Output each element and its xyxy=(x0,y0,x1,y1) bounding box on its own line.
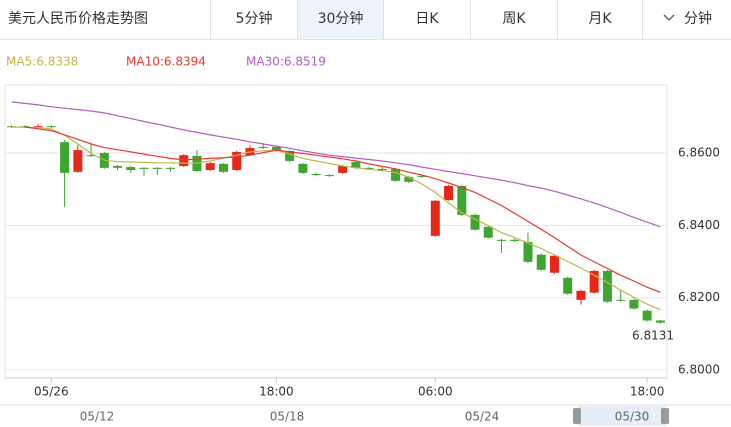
candle-body xyxy=(285,150,295,161)
candle-body xyxy=(258,146,268,148)
candle-body xyxy=(218,163,228,172)
y-tick-label: 6.8200 xyxy=(678,290,720,304)
ma-line xyxy=(11,101,661,228)
tab-label: 30分钟 xyxy=(317,11,364,27)
candle-body xyxy=(576,290,586,300)
candle-body xyxy=(523,241,533,262)
candle-body xyxy=(139,167,149,169)
tab-label: 周K xyxy=(502,11,526,27)
candle-body xyxy=(563,277,573,294)
x-tick-label: 18:00 xyxy=(259,385,294,399)
candle-body xyxy=(470,214,480,230)
y-tick-label: 6.8600 xyxy=(678,146,720,160)
candle-body xyxy=(324,175,334,177)
navigator-label: 05/30 xyxy=(615,410,650,424)
candle-body xyxy=(377,168,387,171)
candle-body xyxy=(655,320,665,323)
ma-line xyxy=(24,126,661,293)
chart-title: 美元人民币价格走势图 xyxy=(8,11,148,27)
last-price-label: 6.8131 xyxy=(632,329,674,343)
candle-body xyxy=(391,168,401,181)
candle-body xyxy=(298,163,308,173)
candle-body xyxy=(86,155,96,157)
tab[interactable]: 分钟 xyxy=(642,0,731,39)
candle-body xyxy=(166,167,175,169)
candle-body xyxy=(46,126,56,128)
candle-body xyxy=(60,142,70,173)
candle-body xyxy=(629,299,639,309)
candle-body xyxy=(589,270,599,293)
tab-label: 月K xyxy=(588,11,612,27)
tab-label: 分钟 xyxy=(684,11,712,27)
candle-body xyxy=(351,162,361,168)
candle-body xyxy=(642,310,652,321)
candle-body xyxy=(113,166,123,168)
tab-label: 日K xyxy=(415,11,439,27)
candle-body xyxy=(497,239,506,241)
legend-entry: MA5:6.8338 xyxy=(6,55,78,69)
ma-line xyxy=(11,126,661,311)
legend-entry: MA10:6.8394 xyxy=(126,55,206,69)
candle-body xyxy=(338,166,348,173)
candle-body xyxy=(179,155,189,167)
candle-body xyxy=(364,167,374,169)
tab[interactable]: 5分钟 xyxy=(210,0,297,39)
tab-bar: 美元人民币价格走势图 5分钟 30分钟 日K 周K 月K 分钟 xyxy=(0,0,731,40)
candle-body xyxy=(73,150,83,172)
candle-body xyxy=(602,270,612,302)
candle-body xyxy=(417,175,427,177)
candle-body xyxy=(483,226,493,238)
candle-body xyxy=(430,200,440,236)
candle-body xyxy=(404,176,414,182)
plot-frame xyxy=(4,84,668,379)
tab[interactable]: 周K xyxy=(470,0,557,39)
navigator-label: 05/12 xyxy=(80,410,115,424)
legend-entry: MA30:6.8519 xyxy=(246,55,326,69)
candle-body xyxy=(510,239,520,241)
x-tick-label: 06:00 xyxy=(418,385,453,399)
tab[interactable]: 30分钟 xyxy=(297,0,383,39)
candle-body xyxy=(152,167,162,169)
y-tick-label: 6.8000 xyxy=(678,363,720,377)
chevron-icon xyxy=(663,14,675,21)
tab-label: 5分钟 xyxy=(235,11,273,27)
candle-body xyxy=(616,299,626,301)
candle-body xyxy=(549,255,559,273)
x-tick-label: 05/26 xyxy=(34,385,69,399)
candle-body xyxy=(33,126,43,128)
candle-body xyxy=(271,146,281,151)
navigator-handle[interactable] xyxy=(661,408,669,424)
candle-body xyxy=(444,185,454,201)
candle-body xyxy=(232,151,242,171)
candle-body xyxy=(311,173,321,176)
y-tick-label: 6.8400 xyxy=(678,218,720,232)
navigator-label: 05/18 xyxy=(270,410,305,424)
x-tick-label: 18:00 xyxy=(630,385,665,399)
candle-body xyxy=(205,163,215,171)
tab[interactable]: 月K xyxy=(557,0,642,39)
navigator-handle[interactable] xyxy=(573,408,581,424)
tab[interactable]: 日K xyxy=(383,0,470,39)
candle-body xyxy=(536,254,546,270)
candle-body xyxy=(457,185,467,215)
navigator-selection[interactable] xyxy=(578,406,666,426)
navigator-label: 05/24 xyxy=(465,410,500,424)
candle-body xyxy=(126,167,136,171)
